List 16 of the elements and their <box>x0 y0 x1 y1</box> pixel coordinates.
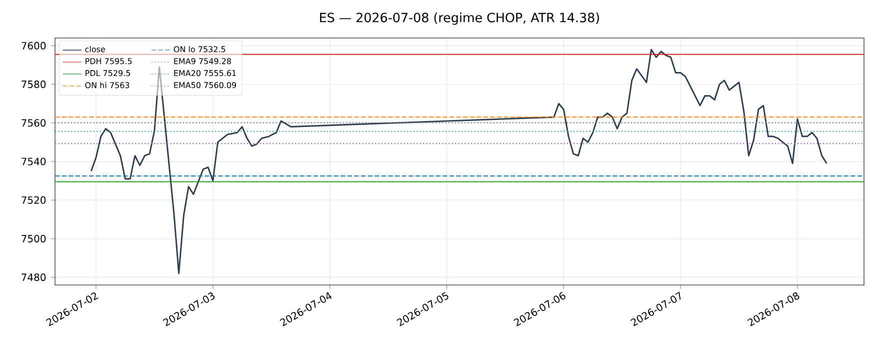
ref-line-label: PDH 7595.5 <box>86 58 132 64</box>
legend-label: ON lo 7532.5 <box>174 46 226 52</box>
legend-label: EMA20 7555.61 <box>174 70 236 76</box>
y-tick-label: 7480 <box>22 273 46 282</box>
y-tick-label: 7580 <box>22 80 46 88</box>
legend-label: close <box>85 46 105 52</box>
y-tick-label: 7500 <box>22 234 46 242</box>
y-tick-label: 7540 <box>22 158 46 166</box>
y-tick-label: 7560 <box>22 119 46 127</box>
legend-label: ON hi 7563 <box>85 82 130 88</box>
legend-label: EMA9 7549.28 <box>174 58 231 64</box>
y-tick-label: 7600 <box>22 42 46 50</box>
legend-label: EMA50 7560.09 <box>174 82 236 88</box>
y-tick-label: 7520 <box>22 196 46 204</box>
legend-label: PDL 7529.5 <box>86 70 130 76</box>
chart-title: ES — 2026-07-08 (regime CHOP, ATR 14.38) <box>320 12 599 25</box>
